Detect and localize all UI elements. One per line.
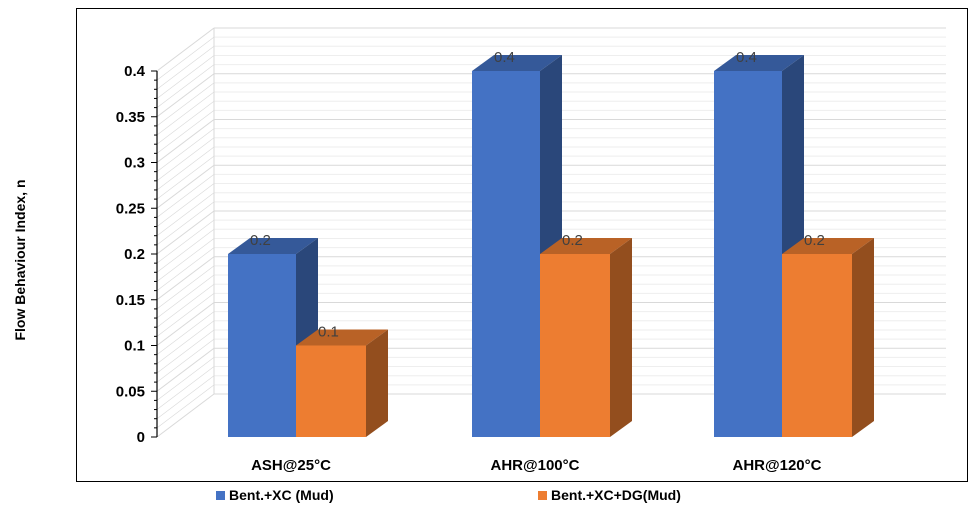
- side-gridline: [156, 384, 215, 429]
- side-gridline: [156, 128, 215, 172]
- bar-s2: [782, 254, 852, 437]
- side-gridline: [156, 110, 215, 154]
- side-gridline: [156, 146, 215, 191]
- side-gridline: [156, 164, 215, 209]
- side-gridline: [156, 155, 215, 200]
- y-tick-label: 0.1: [124, 338, 145, 355]
- legend-label-series-2: Bent.+XC+DG(Mud): [551, 487, 681, 503]
- legend-item-series-2: Bent.+XC+DG(Mud): [538, 487, 681, 503]
- side-gridline: [156, 36, 215, 81]
- data-label: 0.2: [562, 232, 583, 249]
- side-gridline: [156, 27, 215, 72]
- side-gridline: [156, 265, 215, 310]
- bar-s1: [228, 254, 296, 437]
- y-tick-label: 0.35: [116, 109, 145, 126]
- bar-s2: [540, 254, 610, 437]
- bar-s2: [296, 345, 366, 437]
- side-gridline: [156, 283, 215, 328]
- y-tick-label: 0.2: [124, 246, 145, 263]
- side-gridline: [156, 247, 215, 291]
- side-gridline: [156, 210, 215, 255]
- bar-side-s2: [852, 238, 874, 437]
- legend-item-series-1: Bent.+XC (Mud): [216, 487, 334, 503]
- side-gridline: [156, 64, 215, 108]
- bar-side-s2: [610, 238, 632, 437]
- side-gridline: [156, 347, 215, 392]
- legend-swatch-series-2: [538, 490, 547, 500]
- side-gridline: [156, 256, 215, 301]
- side-gridline: [156, 338, 215, 383]
- side-gridline: [156, 302, 215, 346]
- side-gridline: [156, 293, 215, 337]
- side-gridline: [156, 375, 215, 419]
- side-gridline: [156, 82, 215, 127]
- bar-top-s2: [782, 238, 874, 254]
- legend-swatch-series-1: [216, 490, 225, 500]
- side-gridline: [156, 229, 215, 273]
- side-gridline: [156, 119, 215, 163]
- side-gridline: [156, 320, 215, 365]
- side-gridline: [156, 311, 215, 355]
- side-gridline: [156, 100, 215, 145]
- side-gridline: [156, 91, 215, 136]
- side-gridline: [156, 238, 215, 282]
- side-gridline: [156, 329, 215, 374]
- bar-top-s1: [714, 55, 804, 71]
- bar-top-s2: [540, 238, 632, 254]
- bar-top-s1: [472, 55, 562, 71]
- side-gridline: [156, 274, 215, 319]
- x-tick-label: ASH@25°C: [251, 457, 331, 474]
- legend-label-series-1: Bent.+XC (Mud): [229, 487, 334, 503]
- side-gridline: [156, 183, 215, 227]
- side-gridline: [156, 393, 215, 438]
- y-tick-label: 0: [137, 429, 145, 446]
- bar-s1: [714, 71, 782, 437]
- side-gridline: [156, 357, 215, 401]
- data-label: 0.1: [318, 324, 339, 341]
- bar-side-s2: [366, 329, 388, 437]
- y-tick-label: 0.4: [124, 63, 146, 80]
- y-tick-label: 0.15: [116, 292, 145, 309]
- side-gridline: [156, 137, 215, 182]
- side-gridline: [156, 55, 215, 99]
- side-gridline: [156, 73, 215, 118]
- side-gridline: [156, 366, 215, 410]
- side-gridline: [156, 201, 215, 246]
- data-label: 0.2: [804, 232, 825, 249]
- data-label: 0.4: [736, 49, 757, 66]
- bar-s1: [472, 71, 540, 437]
- x-tick-label: AHR@120°C: [733, 457, 822, 474]
- data-label: 0.4: [494, 49, 515, 66]
- y-tick-label: 0.3: [124, 155, 145, 172]
- side-gridline: [156, 192, 215, 236]
- bar-top-s2: [296, 329, 388, 346]
- side-gridline: [156, 46, 215, 90]
- bar-top-s1: [228, 238, 318, 254]
- x-tick-label: AHR@100°C: [491, 457, 580, 474]
- y-tick-label: 0.25: [116, 200, 145, 217]
- data-label: 0.2: [250, 232, 271, 249]
- chart-frame: [76, 8, 968, 482]
- y-tick-label: 0.05: [116, 383, 145, 400]
- side-gridline: [156, 174, 215, 218]
- side-gridline: [156, 219, 215, 264]
